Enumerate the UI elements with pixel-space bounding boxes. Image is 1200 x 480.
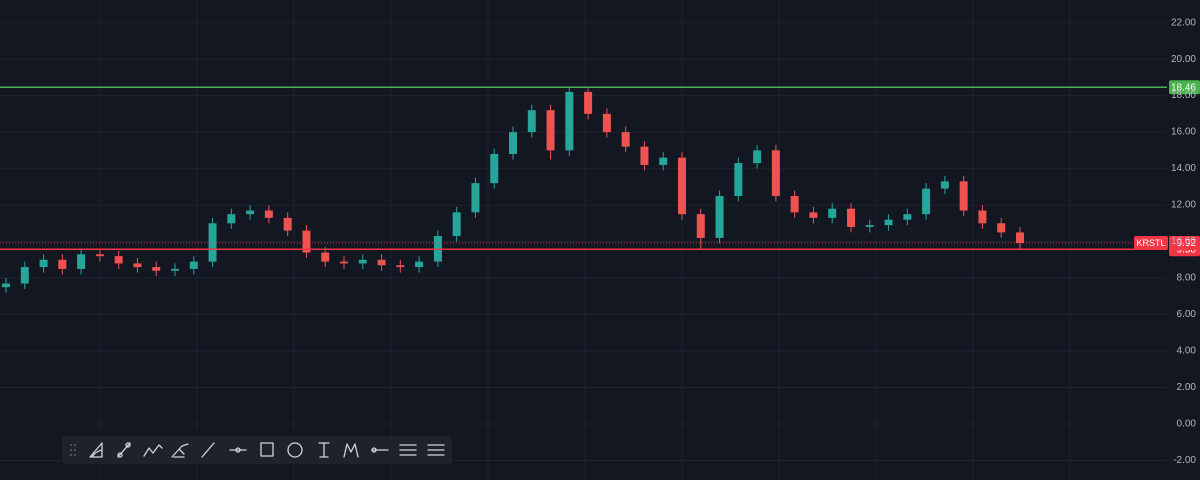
candle-body [2, 283, 10, 288]
candle-body [546, 110, 555, 151]
candle-body [302, 230, 311, 253]
tool-text[interactable] [318, 442, 330, 458]
candle-body [227, 214, 236, 224]
candle-body [940, 181, 949, 189]
toolbar-bg [62, 436, 452, 464]
tool-trend[interactable] [117, 442, 131, 458]
candle-body [565, 91, 574, 151]
y-tick-label: 18.00 [1171, 90, 1196, 101]
candle-body [602, 113, 611, 133]
tool-hline[interactable] [229, 447, 247, 453]
candle-body [659, 157, 668, 165]
candle-body [189, 261, 198, 269]
candle-body [471, 183, 480, 213]
candle-body [584, 91, 593, 114]
candle-body [678, 157, 686, 215]
y-tick-label: -2.00 [1173, 455, 1196, 466]
tool-pattern[interactable] [343, 443, 359, 458]
ticker-label: KRSTL [1136, 238, 1165, 248]
ticker-label-bg [1134, 236, 1168, 251]
last-price-label: 9.92 [1177, 238, 1197, 249]
y-tick-label: 0.00 [1177, 419, 1197, 430]
tool-path[interactable] [143, 444, 163, 457]
candle-body [809, 212, 818, 218]
last-price-bg [1169, 236, 1200, 251]
y-tick-label: 2.00 [1177, 382, 1197, 393]
candle-body [865, 225, 874, 227]
candle-body [95, 254, 104, 257]
candle-body [696, 214, 705, 238]
candle-body [283, 217, 292, 231]
candle-body [903, 214, 912, 220]
candle-body [490, 153, 499, 184]
candle-body [264, 210, 273, 218]
candle-body [208, 223, 217, 262]
tool-line[interactable] [201, 442, 215, 458]
candle-body [58, 259, 67, 269]
y-tick-label: 4.00 [1177, 346, 1197, 357]
candle-body [377, 259, 386, 266]
y-tick-label: 14.00 [1171, 163, 1196, 174]
candle-body [246, 210, 255, 215]
candle-body [358, 259, 367, 264]
candle-body [771, 150, 780, 196]
tool-ray[interactable] [371, 447, 389, 453]
y-tick-label: 16.00 [1171, 127, 1196, 138]
candle-body [884, 219, 893, 226]
candle-body [452, 212, 461, 237]
y-tick-label: 20.00 [1171, 54, 1196, 65]
y-tick-label: 22.00 [1171, 17, 1196, 28]
candle-body [20, 267, 29, 284]
tool-channel[interactable] [399, 444, 417, 456]
candle-body [978, 210, 987, 224]
tool-circle[interactable] [287, 442, 303, 458]
candle-body [753, 150, 762, 164]
tool-rect[interactable] [260, 442, 274, 457]
candle-body [396, 265, 405, 268]
y-tick-label: 10.00 [1171, 236, 1196, 247]
price-axis: -2.00 0.00 2.00 4.00 6.00 8.00 10.00 12.00 14.00… [1171, 17, 1196, 466]
y-tick-label: 12.00 [1171, 200, 1196, 211]
price-label-bg [1169, 80, 1200, 95]
candle-body [828, 208, 837, 218]
tool-settings[interactable] [427, 444, 445, 456]
tool-fib[interactable] [89, 442, 103, 458]
candle-body [527, 110, 536, 133]
tool-brush[interactable] [171, 443, 189, 458]
candle-body [171, 268, 179, 271]
candle-body [114, 256, 123, 264]
candle-body [715, 195, 724, 238]
price-label: 18.46 [1171, 82, 1196, 93]
candle-body [77, 254, 86, 269]
candles [2, 86, 1024, 293]
candle-body [997, 223, 1006, 233]
y-tick-label: 6.00 [1177, 309, 1197, 320]
overlay: 18.469.58KRSTL9.92 [0, 80, 1200, 257]
candle-body [509, 132, 517, 154]
candle-body [39, 259, 48, 268]
candle-body [415, 261, 424, 268]
candle-body [847, 208, 855, 227]
drag-handle [70, 444, 76, 456]
candle-body [340, 261, 348, 264]
drawing-toolbar [62, 436, 452, 464]
candle-body [922, 188, 931, 215]
candle-body [621, 132, 630, 147]
candle-body [790, 195, 799, 213]
candle-body [152, 267, 161, 271]
candle-body [1016, 232, 1024, 244]
candle-body [734, 163, 743, 196]
candle-body [133, 263, 142, 268]
y-tick-label: 8.00 [1177, 273, 1197, 284]
candle-body [959, 181, 968, 211]
candle-body [640, 146, 649, 165]
tool-icons[interactable] [89, 442, 445, 458]
grid [0, 0, 1167, 480]
candle-body [321, 252, 330, 262]
